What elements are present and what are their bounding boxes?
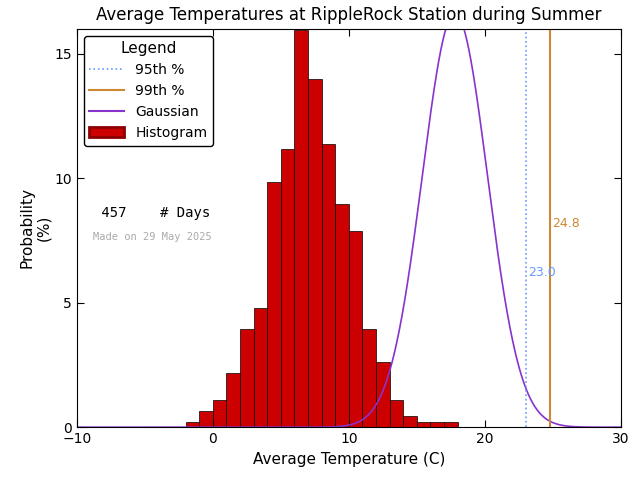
Bar	[417, 422, 431, 427]
Gaussian	[617, 424, 625, 430]
Bar	[376, 362, 390, 427]
95th %	[522, 399, 529, 405]
X-axis label: Average Temperature (C): Average Temperature (C)	[253, 452, 445, 467]
Line: Gaussian: Gaussian	[77, 13, 621, 427]
Bar	[227, 373, 240, 427]
Bar	[403, 416, 417, 427]
Bar	[294, 30, 308, 427]
Title: Average Temperatures at RippleRock Station during Summer: Average Temperatures at RippleRock Stati…	[96, 6, 602, 24]
99th %	[547, 399, 554, 405]
Bar	[431, 422, 444, 427]
Legend: 95th %, 99th %, Gaussian, Histogram: 95th %, 99th %, Gaussian, Histogram	[84, 36, 213, 145]
Bar	[362, 329, 376, 427]
Text: 24.8: 24.8	[552, 216, 580, 229]
Bar	[240, 329, 253, 427]
Bar	[281, 149, 294, 427]
Y-axis label: Probability
(%): Probability (%)	[19, 188, 52, 268]
Gaussian	[451, 11, 458, 16]
Bar	[308, 79, 322, 427]
Bar	[335, 204, 349, 427]
Text: 457    # Days: 457 # Days	[93, 206, 211, 220]
Bar	[253, 308, 268, 427]
Gaussian	[312, 424, 320, 430]
Bar	[444, 422, 458, 427]
Text: Made on 29 May 2025: Made on 29 May 2025	[93, 232, 212, 242]
Gaussian	[73, 424, 81, 430]
Bar	[349, 231, 362, 427]
Gaussian	[129, 424, 136, 430]
Bar	[199, 411, 212, 427]
Gaussian	[498, 276, 506, 281]
Bar	[212, 400, 227, 427]
Gaussian	[508, 332, 515, 337]
Bar	[390, 400, 403, 427]
Bar	[268, 182, 281, 427]
95th %	[522, 424, 529, 430]
99th %	[547, 424, 554, 430]
Gaussian	[293, 424, 301, 430]
Gaussian	[447, 14, 454, 20]
Bar	[322, 144, 335, 427]
Text: 23.0: 23.0	[527, 266, 556, 279]
Bar	[186, 422, 199, 427]
